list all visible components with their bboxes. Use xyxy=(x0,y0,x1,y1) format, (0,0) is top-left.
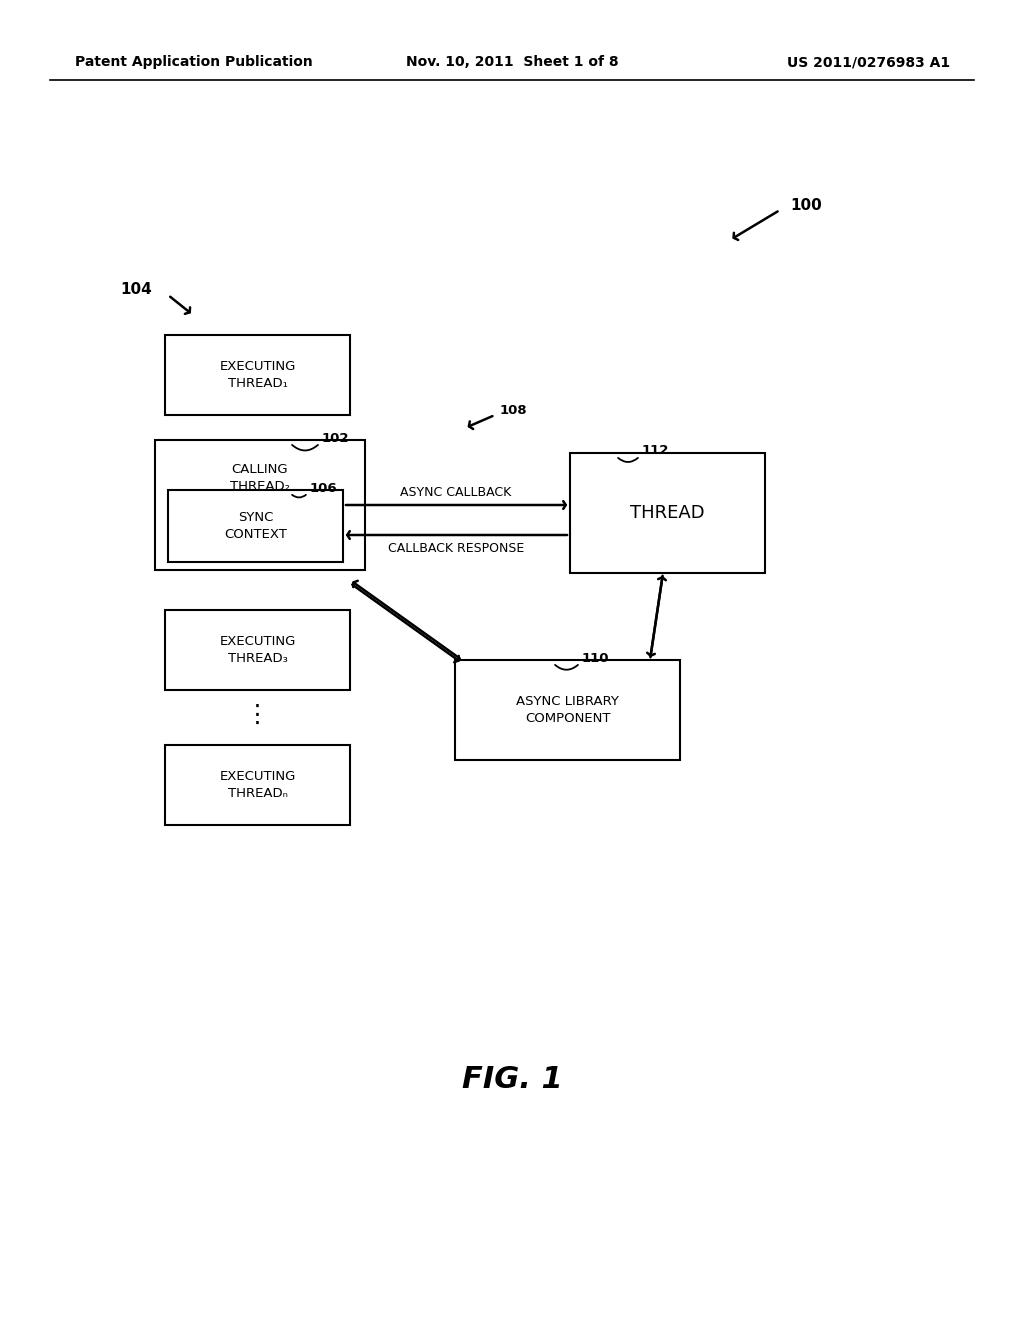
Bar xyxy=(155,440,365,570)
Bar xyxy=(455,660,680,760)
Text: ASYNC CALLBACK: ASYNC CALLBACK xyxy=(400,486,512,499)
Text: CALLBACK RESPONSE: CALLBACK RESPONSE xyxy=(388,541,524,554)
Text: EXECUTING
THREAD₁: EXECUTING THREAD₁ xyxy=(219,360,296,389)
Text: 102: 102 xyxy=(322,432,349,445)
Text: Nov. 10, 2011  Sheet 1 of 8: Nov. 10, 2011 Sheet 1 of 8 xyxy=(406,55,618,69)
Text: ⋮: ⋮ xyxy=(245,704,269,727)
Bar xyxy=(570,453,765,573)
Bar xyxy=(165,744,350,825)
Text: 110: 110 xyxy=(582,652,609,664)
Text: EXECUTING
THREAD₃: EXECUTING THREAD₃ xyxy=(219,635,296,665)
Text: 108: 108 xyxy=(500,404,527,417)
Text: 104: 104 xyxy=(120,282,152,297)
Text: FIG. 1: FIG. 1 xyxy=(462,1065,562,1094)
Text: EXECUTING
THREADₙ: EXECUTING THREADₙ xyxy=(219,770,296,800)
Text: THREAD: THREAD xyxy=(630,504,705,521)
Text: SYNC
CONTEXT: SYNC CONTEXT xyxy=(224,511,287,541)
Text: CALLING
THREAD₂: CALLING THREAD₂ xyxy=(230,463,290,492)
Text: ASYNC LIBRARY
COMPONENT: ASYNC LIBRARY COMPONENT xyxy=(516,696,618,725)
Text: 112: 112 xyxy=(642,445,670,458)
Bar xyxy=(165,335,350,414)
Text: US 2011/0276983 A1: US 2011/0276983 A1 xyxy=(786,55,950,69)
Text: 100: 100 xyxy=(790,198,821,213)
Text: Patent Application Publication: Patent Application Publication xyxy=(75,55,312,69)
Text: 106: 106 xyxy=(310,482,338,495)
Bar xyxy=(168,490,343,562)
Bar xyxy=(165,610,350,690)
